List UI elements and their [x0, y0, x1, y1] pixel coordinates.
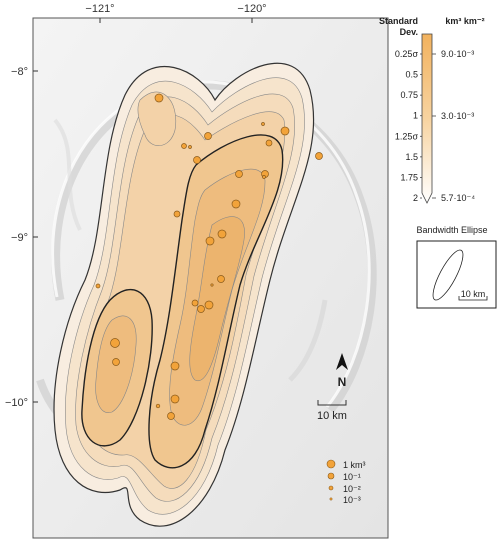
- map-scale-label: 10 km: [317, 410, 347, 422]
- vent-marker: [315, 152, 323, 160]
- sd-label: 0.25σ: [395, 49, 419, 59]
- vent-marker: [217, 275, 225, 283]
- vent-marker: [167, 412, 175, 420]
- vent-marker: [112, 358, 120, 366]
- density-label: 3.0·10⁻³: [441, 111, 474, 121]
- vent-marker: [204, 300, 214, 310]
- sd-label: 1.25σ: [395, 131, 419, 141]
- bandwidth-scale-label: 10 km: [461, 289, 486, 299]
- vent-marker: [204, 132, 212, 140]
- vent-marker: [231, 199, 241, 209]
- bandwidth-box: [416, 240, 497, 309]
- vent-marker: [262, 175, 266, 179]
- bandwidth-title: Bandwidth Ellipse: [416, 225, 487, 235]
- colorbar-header-left-line1: Standard: [379, 16, 418, 26]
- vent-marker: [95, 283, 101, 289]
- size-legend-label: 10⁻¹: [343, 472, 361, 482]
- vent-marker: [217, 229, 227, 239]
- sd-label: 1.75: [400, 172, 418, 182]
- density-label: 9.0·10⁻³: [441, 49, 474, 59]
- lat-label: −10°: [5, 397, 28, 409]
- vent-marker: [170, 394, 180, 404]
- sd-label: 2: [413, 193, 418, 203]
- vent-marker: [280, 126, 290, 136]
- vent-marker: [110, 338, 120, 348]
- map-scale-bar: 10 km: [317, 400, 347, 422]
- sd-label: 0.75: [400, 90, 418, 100]
- bandwidth-ellipse: [432, 249, 464, 301]
- size-legend-label: 10⁻³: [343, 495, 361, 505]
- colorbar-legend: Standard Dev. km³ km⁻² 0.25σ 0.5 0.75 1 1.25…: [379, 16, 485, 204]
- lat-label: −8°: [11, 66, 28, 78]
- lon-label: −121°: [85, 3, 114, 15]
- vent-marker: [188, 145, 192, 149]
- bandwidth-ellipse-legend: Bandwidth Ellipse 10 km: [416, 225, 497, 309]
- north-label: N: [338, 375, 347, 389]
- vent-marker: [265, 139, 273, 147]
- size-legend-label: 10⁻²: [343, 484, 361, 494]
- sd-label: 1.5: [405, 152, 418, 162]
- vent-marker: [155, 403, 161, 409]
- vent-size-legend: 1 km³ 10⁻¹ 10⁻² 10⁻³: [326, 459, 366, 505]
- size-legend-label: 1 km³: [343, 460, 366, 470]
- colorbar-header-right: km³ km⁻²: [445, 16, 484, 26]
- vent-marker: [210, 283, 214, 287]
- density-label: 5.7·10⁻⁴: [441, 193, 475, 203]
- colorbar-header-left-line2: Dev.: [400, 27, 418, 37]
- vent-marker: [193, 156, 201, 164]
- vent-locations: [95, 93, 323, 420]
- vent-marker: [205, 236, 215, 246]
- vent-marker: [235, 170, 243, 178]
- vent-marker: [170, 361, 180, 371]
- graticule-labels: −121° −120° −8° −9° −10°: [5, 3, 267, 409]
- colorbar-ramp: [421, 33, 433, 204]
- lon-label: −120°: [237, 3, 266, 15]
- vent-marker: [173, 210, 181, 218]
- vent-marker: [197, 305, 205, 313]
- sd-label: 1: [413, 111, 418, 121]
- north-arrow-icon: N: [336, 353, 348, 389]
- sd-label: 0.5: [405, 70, 418, 80]
- lat-label: −9°: [11, 232, 28, 244]
- vent-marker: [261, 122, 265, 126]
- vent-marker: [181, 143, 187, 149]
- vent-marker: [191, 299, 199, 307]
- vent-marker: [154, 93, 164, 103]
